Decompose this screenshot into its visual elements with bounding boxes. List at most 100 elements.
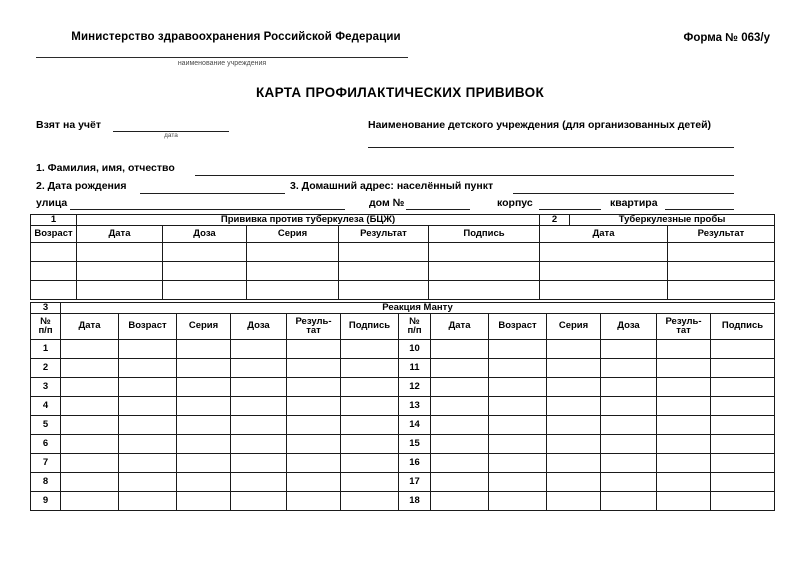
mantoux-cell-dose-left[interactable] bbox=[230, 357, 287, 378]
mantoux-cell-series-left[interactable] bbox=[176, 338, 231, 359]
mantoux-cell-dose-right[interactable] bbox=[600, 395, 657, 416]
mantoux-cell-date-right[interactable] bbox=[430, 433, 489, 454]
mantoux-cell-date-left[interactable] bbox=[60, 376, 119, 397]
mantoux-cell-age-left[interactable] bbox=[118, 395, 177, 416]
bcg-cell[interactable] bbox=[30, 260, 77, 281]
mantoux-cell-series-left[interactable] bbox=[176, 414, 231, 435]
mantoux-cell-series-left[interactable] bbox=[176, 490, 231, 511]
mantoux-cell-series-left[interactable] bbox=[176, 357, 231, 378]
mantoux-cell-age-right[interactable] bbox=[488, 338, 547, 359]
bcg-cell[interactable] bbox=[246, 241, 339, 262]
mantoux-cell-dose-left[interactable] bbox=[230, 376, 287, 397]
mantoux-cell-age-right[interactable] bbox=[488, 395, 547, 416]
bcg-cell[interactable] bbox=[162, 279, 247, 300]
mantoux-cell-dose-right[interactable] bbox=[600, 338, 657, 359]
mantoux-cell-signature-left[interactable] bbox=[340, 490, 399, 511]
bcg-cell[interactable] bbox=[30, 241, 77, 262]
mantoux-cell-signature-right[interactable] bbox=[709, 471, 776, 492]
field-fio-input[interactable] bbox=[195, 175, 734, 176]
mantoux-cell-date-right[interactable] bbox=[430, 395, 489, 416]
mantoux-cell-dose-left[interactable] bbox=[230, 490, 287, 511]
mantoux-cell-age-right[interactable] bbox=[488, 433, 547, 454]
mantoux-cell-dose-right[interactable] bbox=[600, 376, 657, 397]
mantoux-cell-signature-left[interactable] bbox=[340, 471, 399, 492]
mantoux-cell-signature-left[interactable] bbox=[340, 414, 399, 435]
mantoux-cell-date-right[interactable] bbox=[430, 490, 489, 511]
mantoux-cell-dose-left[interactable] bbox=[230, 471, 287, 492]
bcg-cell[interactable] bbox=[338, 260, 429, 281]
mantoux-cell-signature-left[interactable] bbox=[340, 395, 399, 416]
mantoux-cell-result-left[interactable] bbox=[286, 395, 341, 416]
mantoux-cell-age-left[interactable] bbox=[118, 490, 177, 511]
tuberculin-cell[interactable] bbox=[666, 279, 776, 300]
mantoux-cell-signature-right[interactable] bbox=[709, 395, 776, 416]
bcg-cell[interactable] bbox=[427, 279, 541, 300]
mantoux-cell-date-left[interactable] bbox=[60, 414, 119, 435]
mantoux-cell-age-right[interactable] bbox=[488, 376, 547, 397]
mantoux-cell-date-right[interactable] bbox=[430, 338, 489, 359]
mantoux-cell-result-left[interactable] bbox=[286, 433, 341, 454]
mantoux-cell-series-left[interactable] bbox=[176, 471, 231, 492]
mantoux-cell-age-right[interactable] bbox=[488, 490, 547, 511]
mantoux-cell-age-right[interactable] bbox=[488, 452, 547, 473]
mantoux-cell-result-left[interactable] bbox=[286, 376, 341, 397]
mantoux-cell-signature-right[interactable] bbox=[709, 357, 776, 378]
mantoux-cell-result-right[interactable] bbox=[656, 357, 711, 378]
field-address-input[interactable] bbox=[513, 193, 734, 194]
mantoux-cell-result-left[interactable] bbox=[286, 357, 341, 378]
mantoux-cell-result-right[interactable] bbox=[656, 471, 711, 492]
mantoux-cell-series-right[interactable] bbox=[546, 471, 601, 492]
mantoux-cell-age-left[interactable] bbox=[118, 471, 177, 492]
mantoux-cell-age-left[interactable] bbox=[118, 452, 177, 473]
mantoux-cell-series-right[interactable] bbox=[546, 452, 601, 473]
mantoux-cell-signature-right[interactable] bbox=[709, 414, 776, 435]
mantoux-cell-signature-right[interactable] bbox=[709, 452, 776, 473]
mantoux-cell-date-right[interactable] bbox=[430, 376, 489, 397]
mantoux-cell-signature-left[interactable] bbox=[340, 338, 399, 359]
mantoux-cell-signature-left[interactable] bbox=[340, 357, 399, 378]
field-street-input[interactable] bbox=[70, 209, 345, 210]
mantoux-cell-signature-right[interactable] bbox=[709, 490, 776, 511]
mantoux-cell-date-left[interactable] bbox=[60, 395, 119, 416]
tuberculin-cell[interactable] bbox=[539, 260, 668, 281]
mantoux-cell-dose-right[interactable] bbox=[600, 452, 657, 473]
mantoux-cell-age-right[interactable] bbox=[488, 471, 547, 492]
bcg-cell[interactable] bbox=[76, 241, 163, 262]
mantoux-cell-date-right[interactable] bbox=[430, 414, 489, 435]
mantoux-cell-result-left[interactable] bbox=[286, 490, 341, 511]
bcg-cell[interactable] bbox=[246, 260, 339, 281]
mantoux-cell-result-right[interactable] bbox=[656, 414, 711, 435]
mantoux-cell-dose-right[interactable] bbox=[600, 357, 657, 378]
mantoux-cell-age-left[interactable] bbox=[118, 433, 177, 454]
bcg-cell[interactable] bbox=[338, 279, 429, 300]
bcg-cell[interactable] bbox=[338, 241, 429, 262]
mantoux-cell-series-right[interactable] bbox=[546, 357, 601, 378]
mantoux-cell-age-right[interactable] bbox=[488, 357, 547, 378]
mantoux-cell-series-left[interactable] bbox=[176, 433, 231, 454]
field-building-input[interactable] bbox=[539, 209, 601, 210]
mantoux-cell-date-left[interactable] bbox=[60, 452, 119, 473]
mantoux-cell-series-right[interactable] bbox=[546, 376, 601, 397]
mantoux-cell-signature-right[interactable] bbox=[709, 433, 776, 454]
mantoux-cell-dose-right[interactable] bbox=[600, 471, 657, 492]
mantoux-cell-date-left[interactable] bbox=[60, 490, 119, 511]
mantoux-cell-age-right[interactable] bbox=[488, 414, 547, 435]
mantoux-cell-result-left[interactable] bbox=[286, 452, 341, 473]
field-apartment-input[interactable] bbox=[665, 209, 734, 210]
bcg-cell[interactable] bbox=[162, 260, 247, 281]
bcg-cell[interactable] bbox=[76, 279, 163, 300]
mantoux-cell-dose-right[interactable] bbox=[600, 414, 657, 435]
mantoux-cell-date-left[interactable] bbox=[60, 357, 119, 378]
mantoux-cell-date-left[interactable] bbox=[60, 433, 119, 454]
mantoux-cell-series-right[interactable] bbox=[546, 338, 601, 359]
tuberculin-cell[interactable] bbox=[666, 260, 776, 281]
mantoux-cell-result-right[interactable] bbox=[656, 376, 711, 397]
mantoux-cell-series-left[interactable] bbox=[176, 395, 231, 416]
mantoux-cell-result-left[interactable] bbox=[286, 338, 341, 359]
mantoux-cell-signature-right[interactable] bbox=[709, 338, 776, 359]
registration-date-input[interactable] bbox=[113, 131, 229, 132]
mantoux-cell-result-right[interactable] bbox=[656, 490, 711, 511]
mantoux-cell-dose-right[interactable] bbox=[600, 433, 657, 454]
mantoux-cell-series-left[interactable] bbox=[176, 452, 231, 473]
mantoux-cell-result-right[interactable] bbox=[656, 433, 711, 454]
